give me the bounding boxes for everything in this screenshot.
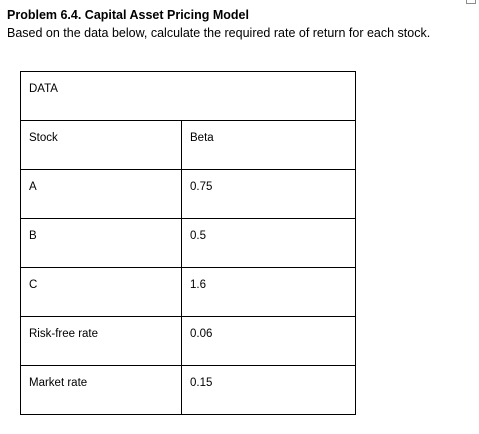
problem-title: Problem 6.4. Capital Asset Pricing Model <box>7 8 249 22</box>
row-value: 0.5 <box>190 230 206 242</box>
row-label-cell: C <box>20 267 182 317</box>
column-header-stock-label: Stock <box>29 132 58 144</box>
row-label-cell: Market rate <box>20 365 182 415</box>
row-value: 1.6 <box>190 279 206 291</box>
row-value: 0.75 <box>190 181 213 193</box>
data-table: DATA Stock Beta A 0.75 B 0.5 C 1.6 <box>20 71 356 415</box>
row-value: 0.06 <box>190 328 213 340</box>
data-header-label: DATA <box>29 83 58 95</box>
problem-instruction: Based on the data below, calculate the r… <box>7 26 431 40</box>
column-header-stock: Stock <box>20 120 182 170</box>
row-value-cell: 0.06 <box>181 316 356 366</box>
table-row: Market rate 0.15 <box>20 365 356 415</box>
row-label-cell: B <box>20 218 182 268</box>
row-value-cell: 0.75 <box>181 169 356 219</box>
row-label: Market rate <box>29 377 88 389</box>
row-label-cell: Risk-free rate <box>20 316 182 366</box>
row-label: C <box>29 279 38 291</box>
table-row: Risk-free rate 0.06 <box>20 316 356 366</box>
data-header-cell: DATA <box>20 71 356 121</box>
row-value-cell: 0.15 <box>181 365 356 415</box>
table-header-row: DATA <box>20 71 356 121</box>
table-row: A 0.75 <box>20 169 356 219</box>
row-label-cell: A <box>20 169 182 219</box>
column-header-beta-label: Beta <box>190 132 214 144</box>
row-label: Risk-free rate <box>29 328 99 340</box>
row-label: A <box>29 181 37 193</box>
row-label: B <box>29 230 37 242</box>
column-header-row: Stock Beta <box>20 120 356 170</box>
row-value-cell: 1.6 <box>181 267 356 317</box>
row-value: 0.15 <box>190 377 213 389</box>
table-row: B 0.5 <box>20 218 356 268</box>
window-resize-marker <box>466 0 476 4</box>
table-row: C 1.6 <box>20 267 356 317</box>
row-value-cell: 0.5 <box>181 218 356 268</box>
column-header-beta: Beta <box>181 120 356 170</box>
